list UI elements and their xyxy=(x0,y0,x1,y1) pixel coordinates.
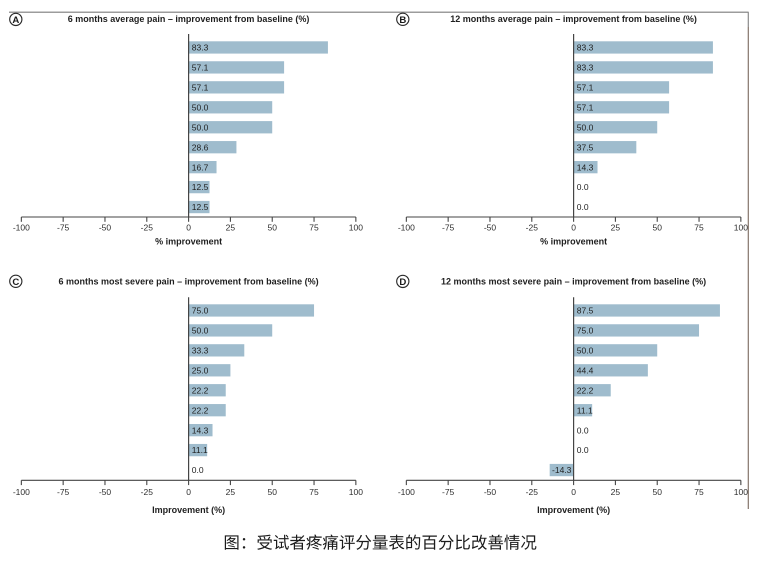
svg-text:83.3: 83.3 xyxy=(192,43,209,53)
svg-text:-100: -100 xyxy=(13,223,30,233)
svg-text:75: 75 xyxy=(694,487,704,497)
svg-text:75: 75 xyxy=(309,487,319,497)
svg-text:A: A xyxy=(12,15,19,26)
svg-text:-75: -75 xyxy=(57,487,70,497)
svg-text:6 months average pain – improv: 6 months average pain – improvement from… xyxy=(68,14,310,24)
svg-text:50.0: 50.0 xyxy=(192,326,209,336)
svg-text:-25: -25 xyxy=(141,487,154,497)
svg-text:50: 50 xyxy=(652,223,662,233)
svg-text:50: 50 xyxy=(267,223,277,233)
svg-text:50.0: 50.0 xyxy=(192,122,209,132)
svg-text:-50: -50 xyxy=(484,487,497,497)
svg-text:-75: -75 xyxy=(57,223,70,233)
svg-text:33.3: 33.3 xyxy=(192,345,209,355)
svg-text:% improvement: % improvement xyxy=(155,236,222,246)
svg-text:57.1: 57.1 xyxy=(577,102,594,112)
svg-text:0.0: 0.0 xyxy=(577,425,589,435)
svg-text:28.6: 28.6 xyxy=(192,142,209,152)
svg-text:-50: -50 xyxy=(99,223,112,233)
svg-text:87.5: 87.5 xyxy=(577,306,594,316)
svg-text:75: 75 xyxy=(309,223,319,233)
svg-text:100: 100 xyxy=(734,487,748,497)
svg-text:50: 50 xyxy=(652,487,662,497)
svg-text:100: 100 xyxy=(349,487,363,497)
svg-text:75: 75 xyxy=(694,223,704,233)
svg-text:16.7: 16.7 xyxy=(192,162,209,172)
svg-text:-100: -100 xyxy=(398,223,415,233)
svg-text:-100: -100 xyxy=(13,487,30,497)
svg-text:50: 50 xyxy=(267,487,277,497)
svg-text:57.1: 57.1 xyxy=(192,63,209,73)
svg-text:83.3: 83.3 xyxy=(577,43,594,53)
svg-text:-50: -50 xyxy=(99,487,112,497)
svg-text:12.5: 12.5 xyxy=(192,202,209,212)
svg-text:0.0: 0.0 xyxy=(577,202,589,212)
svg-text:50.0: 50.0 xyxy=(577,122,594,132)
svg-text:50.0: 50.0 xyxy=(192,102,209,112)
svg-text:14.3: 14.3 xyxy=(192,425,209,435)
svg-text:22.2: 22.2 xyxy=(192,385,209,395)
svg-text:-25: -25 xyxy=(526,223,539,233)
svg-text:-25: -25 xyxy=(141,223,154,233)
svg-text:% improvement: % improvement xyxy=(540,236,607,246)
svg-text:50.0: 50.0 xyxy=(577,345,594,355)
svg-text:11.1: 11.1 xyxy=(192,445,208,455)
svg-text:22.2: 22.2 xyxy=(577,385,594,395)
svg-text:75.0: 75.0 xyxy=(577,326,594,336)
svg-text:0: 0 xyxy=(186,487,191,497)
svg-text:C: C xyxy=(12,277,19,288)
svg-text:-14.3: -14.3 xyxy=(552,465,572,475)
svg-text:0: 0 xyxy=(186,223,191,233)
svg-text:44.4: 44.4 xyxy=(577,365,594,375)
svg-text:25: 25 xyxy=(226,223,236,233)
svg-text:-100: -100 xyxy=(398,487,415,497)
svg-text:-50: -50 xyxy=(484,223,497,233)
svg-text:12 months most severe pain – i: 12 months most severe pain – improvement… xyxy=(441,277,706,287)
svg-text:57.1: 57.1 xyxy=(577,82,594,92)
svg-text:11.1: 11.1 xyxy=(577,405,593,415)
svg-text:-75: -75 xyxy=(442,487,455,497)
svg-text:25: 25 xyxy=(611,487,621,497)
svg-text:-75: -75 xyxy=(442,223,455,233)
svg-text:25.0: 25.0 xyxy=(192,365,209,375)
svg-text:25: 25 xyxy=(611,223,621,233)
svg-text:0.0: 0.0 xyxy=(192,465,204,475)
svg-text:75.0: 75.0 xyxy=(192,306,209,316)
svg-text:12 months average pain – impro: 12 months average pain – improvement fro… xyxy=(450,14,697,24)
svg-text:-25: -25 xyxy=(526,487,539,497)
svg-text:Improvement (%): Improvement (%) xyxy=(152,505,225,515)
svg-text:Improvement (%): Improvement (%) xyxy=(537,505,610,515)
svg-text:B: B xyxy=(399,15,406,26)
svg-text:6 months most severe pain – im: 6 months most severe pain – improvement … xyxy=(59,277,319,287)
svg-text:25: 25 xyxy=(226,487,236,497)
svg-text:57.1: 57.1 xyxy=(192,82,209,92)
svg-text:0: 0 xyxy=(571,487,576,497)
svg-text:0.0: 0.0 xyxy=(577,445,589,455)
svg-text:83.3: 83.3 xyxy=(577,63,594,73)
svg-text:0.0: 0.0 xyxy=(577,182,589,192)
svg-text:D: D xyxy=(399,277,406,288)
svg-text:12.5: 12.5 xyxy=(192,182,209,192)
svg-text:100: 100 xyxy=(349,223,363,233)
svg-text:37.5: 37.5 xyxy=(577,142,594,152)
svg-text:22.2: 22.2 xyxy=(192,405,209,415)
svg-text:14.3: 14.3 xyxy=(577,162,594,172)
svg-text:0: 0 xyxy=(571,223,576,233)
svg-text:100: 100 xyxy=(734,223,748,233)
